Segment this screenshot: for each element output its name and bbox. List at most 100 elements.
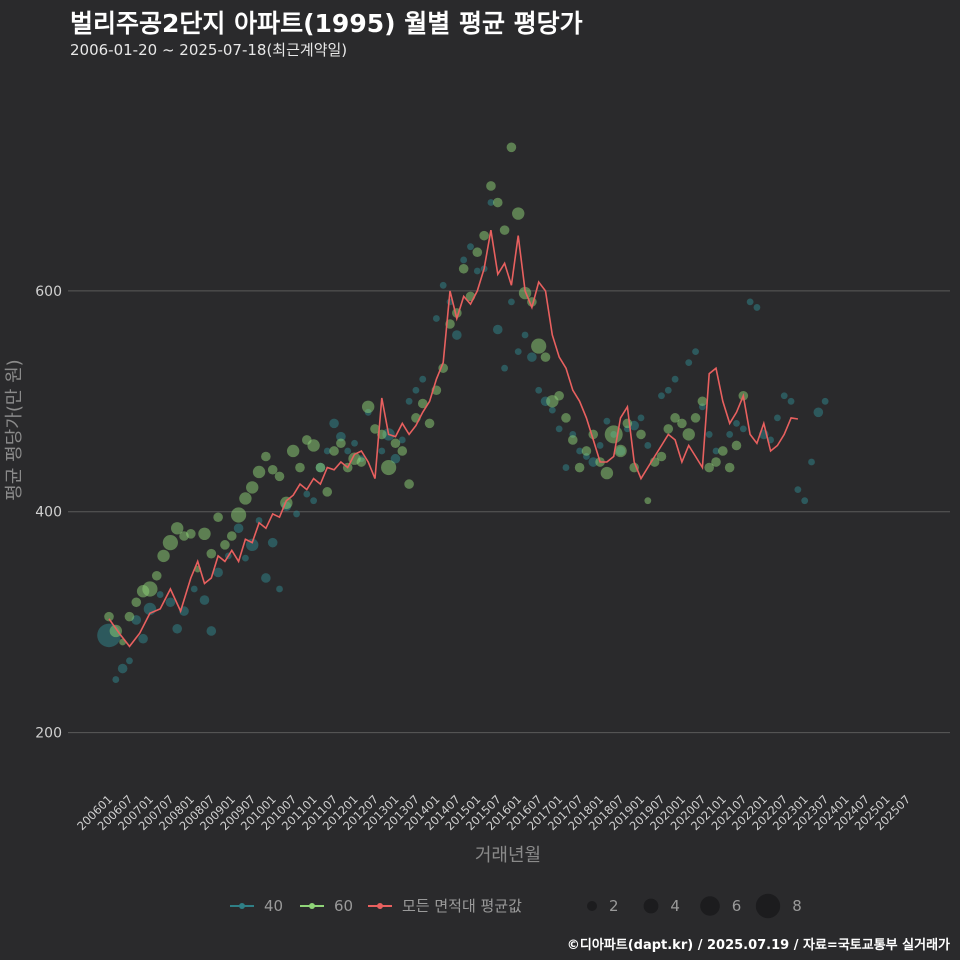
legend-label: 40	[264, 897, 283, 915]
series-40-point	[255, 517, 263, 524]
series-60-point	[361, 400, 375, 414]
series-40-point	[712, 447, 720, 455]
series-60-point	[682, 428, 695, 441]
series-40-point	[808, 458, 815, 466]
series-60-point	[295, 462, 305, 473]
y-tick-label: 400	[35, 505, 62, 521]
series-60-point	[731, 440, 742, 451]
series-40-point	[664, 386, 672, 394]
series-40-point	[637, 414, 645, 422]
series-60-point	[336, 438, 346, 449]
series-40-point	[303, 490, 311, 498]
y-tick-label: 600	[35, 284, 62, 300]
series-60-point	[142, 581, 158, 597]
series-40-point	[112, 676, 120, 683]
series-60-point	[604, 425, 623, 444]
series-60-point	[554, 390, 564, 401]
legend-size-circle	[755, 893, 781, 919]
series-60-point	[186, 529, 196, 539]
series-40-point	[603, 417, 611, 425]
series-60-point	[644, 497, 652, 505]
series-60-point	[104, 611, 114, 622]
x-axis-title: 거래년월	[475, 845, 541, 866]
series-60-point	[438, 363, 449, 373]
legend-label: 60	[334, 897, 353, 915]
series-60-point	[267, 464, 278, 475]
series-60-point	[629, 462, 639, 473]
series-40-point	[739, 425, 747, 433]
series-60-point	[370, 424, 380, 434]
series-40-point	[671, 375, 679, 383]
series-60-point	[677, 418, 687, 429]
series-60-point	[226, 531, 237, 541]
series-40-point	[644, 442, 652, 449]
series-60-point	[486, 181, 496, 191]
series-60-point	[322, 487, 333, 497]
legend-swatch-point	[239, 903, 245, 909]
series-60-point	[581, 446, 592, 456]
series-60-point	[198, 527, 211, 541]
series-60-point	[171, 522, 184, 535]
series-60-point	[220, 540, 230, 550]
series-40-point	[351, 439, 358, 447]
series-40-point	[501, 364, 508, 372]
series-60-point	[663, 424, 674, 434]
series-40-point	[267, 537, 278, 548]
series-60-point	[622, 418, 633, 429]
series-60-point	[280, 496, 293, 510]
series-40-point	[801, 497, 809, 505]
legend-size-label: 8	[792, 897, 802, 915]
series-40-point	[821, 397, 829, 405]
series-60-point	[315, 462, 326, 473]
series-40-point	[412, 386, 420, 394]
series-40-point	[190, 585, 198, 593]
series-60-point	[718, 446, 728, 456]
series-60-point	[124, 611, 135, 622]
series-40-point	[548, 406, 556, 414]
series-40-point	[432, 315, 440, 322]
series-60-point	[458, 263, 469, 274]
series-40-point	[492, 324, 503, 335]
series-40-point	[692, 348, 699, 355]
series-60-point	[397, 446, 408, 456]
legend-size-circle	[587, 901, 597, 911]
series-40-point	[562, 464, 570, 471]
series-60-point	[307, 439, 320, 452]
series-40-point	[460, 256, 468, 264]
series-40-point	[726, 431, 734, 438]
series-40-point	[753, 304, 761, 311]
series-60-point	[230, 507, 247, 523]
series-40-point	[323, 447, 331, 455]
page-subtitle: 2006-01-20 ~ 2025-07-18(최근계약일)	[70, 41, 348, 59]
series-60-point	[690, 413, 701, 423]
legend-label: 모든 면적대 평균값	[402, 897, 522, 915]
series-60-point	[614, 444, 627, 458]
y-tick-label: 200	[35, 726, 62, 742]
series-40-point	[126, 657, 133, 665]
series-40-point	[473, 267, 481, 275]
series-60-point	[670, 413, 680, 423]
series-60-point	[512, 207, 525, 220]
page-title: 벌리주공2단지 아파트(1995) 월별 평균 평당가	[70, 9, 583, 38]
series-60-point	[151, 570, 162, 581]
series-40-point	[535, 386, 543, 394]
series-60-point	[518, 286, 532, 300]
series-60-points	[104, 142, 749, 646]
series-40-point	[261, 573, 271, 583]
series-60-point	[246, 481, 259, 494]
series-60-point	[567, 435, 578, 445]
legend-size-label: 2	[609, 897, 619, 915]
average-line	[108, 229, 799, 648]
series-60-point	[252, 465, 266, 479]
series-40-point	[555, 425, 563, 433]
series-60-point	[479, 230, 489, 241]
series-60-point	[711, 457, 721, 467]
series-40-point	[276, 585, 283, 593]
series-40-point	[813, 407, 824, 418]
series-40-point	[774, 414, 781, 422]
series-60-point	[162, 535, 178, 551]
series-40-point	[576, 447, 584, 455]
series-40-point	[117, 663, 128, 674]
series-40-point	[206, 626, 217, 636]
